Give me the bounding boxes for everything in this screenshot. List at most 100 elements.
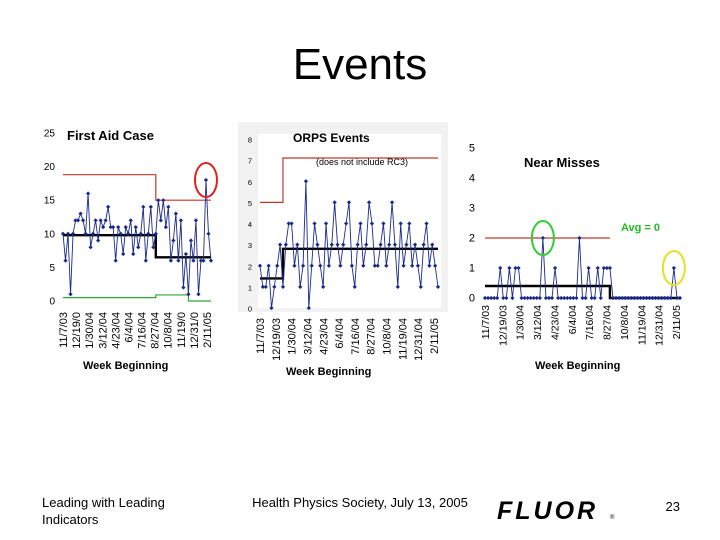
data-point [404,242,409,247]
data-point [126,231,131,236]
data-point [65,231,71,236]
chart-first-aid: 0 5 10 15 20 25 11/7/03 12/19/0 1/30/04 3/12/04 4… [44,124,218,372]
y-tick-label: 25 [44,129,56,140]
y-tick-label: 3 [469,203,475,215]
x-tick-label: 3/12/04 [302,318,314,355]
data-point [198,258,204,263]
data-point [181,285,186,290]
x-tick-label: 4/23/04 [318,318,330,355]
logo-trademark: ® [610,515,615,521]
data-point [338,263,343,268]
slide-title: Events [292,40,428,89]
data-point [286,221,291,226]
data-point [153,231,158,236]
lower-control-limit [63,294,211,302]
avg-annotation: Avg = 0 [621,222,660,234]
data-point [101,224,106,230]
data-point [315,242,320,247]
data-point [208,258,214,263]
y-tick-label: 2 [469,233,475,245]
data-point [289,221,294,226]
data-point [83,231,88,236]
y-tick-label: 5 [49,263,55,274]
x-tick-label: 11/19/04 [636,305,648,345]
chart-title: ORPS Events [293,131,370,145]
data-point [128,218,133,223]
data-point [98,218,103,223]
data-point [430,242,435,247]
data-point [398,221,403,226]
x-tick-label: 3/12/04 [97,312,109,349]
y-tick-label: 7 [248,157,252,166]
data-point [176,258,181,263]
y-tick-label: 15 [44,196,56,207]
data-point [148,204,153,210]
data-point [158,218,163,223]
data-point [118,231,123,236]
y-tick-label: 0 [469,293,475,305]
data-point [381,221,386,226]
data-point [168,258,173,263]
x-tick-label: 1/30/04 [287,318,299,355]
data-point [70,231,76,236]
x-tick-label: 11/19/0 [176,312,188,348]
data-point [378,242,383,247]
upper-control-limit [260,157,438,203]
x-tick-label: 11/7/03 [58,312,70,348]
mean-line [260,247,438,280]
x-tick-label: 7/16/04 [584,305,596,340]
data-point [116,224,121,230]
chart-near-misses: 0 1 2 3 4 5 11/7/03 12/19/03 1/30/04 3/12/04 4/23… [469,143,686,372]
mean-line [63,233,211,259]
data-point [131,251,136,257]
x-tick-label: 12/31/04 [654,305,666,346]
x-tick-label: 12/19/0 [71,312,83,349]
chart-title: Near Misses [524,155,600,170]
page-number: 23 [665,499,680,514]
data-point [201,258,206,263]
data-point [292,263,297,268]
x-tick-label: 4/23/04 [110,312,122,349]
data-point [355,242,360,247]
data-point [323,221,329,226]
footer-presentation-title: Leading with Leading Indicators [42,495,165,527]
data-point [389,200,395,205]
data-point [121,251,126,257]
data-point [166,204,171,210]
y-tick-label: 4 [469,173,475,185]
chart-orps-events: 0 1 2 3 4 5 6 7 8 11/7/03 12/19/03 1/30/04 3/12/04 4… [238,122,448,378]
data-point [577,235,582,241]
data-point [407,221,412,226]
x-tick-label: 8/27/04 [602,305,614,340]
data-point [424,221,429,226]
data-point [75,218,81,223]
footer-event: Health Physics Society, July 13, 2005 [252,495,468,510]
chart-subtitle: (does not include RC3) [316,157,408,167]
data-point [401,263,406,268]
x-tick-label: 8/27/04 [150,312,162,349]
data-point [123,224,128,230]
data-point [171,238,176,243]
x-tick-label: 12/19/03 [497,305,509,346]
x-tick-label: 12/31/04 [413,318,425,361]
x-tick-label: 4/23/04 [549,305,561,340]
x-tick-label: 10/8/04 [619,305,631,340]
data-point [133,224,138,230]
data-point [335,242,340,247]
data-point [60,231,66,236]
x-axis-label: Week Beginning [286,366,371,378]
data-point [85,191,91,196]
data-point [344,221,349,226]
highlight-circle [530,220,555,256]
data-point [80,218,86,223]
data-point [346,200,352,205]
data-point [143,258,148,263]
data-point [358,221,363,226]
data-point [103,218,108,223]
y-tick-label: 0 [49,297,55,308]
y-tick-label: 5 [469,143,475,155]
x-tick-label: 3/12/04 [532,305,544,340]
data-point [111,224,116,230]
data-point [141,204,146,210]
data-point [392,242,398,247]
